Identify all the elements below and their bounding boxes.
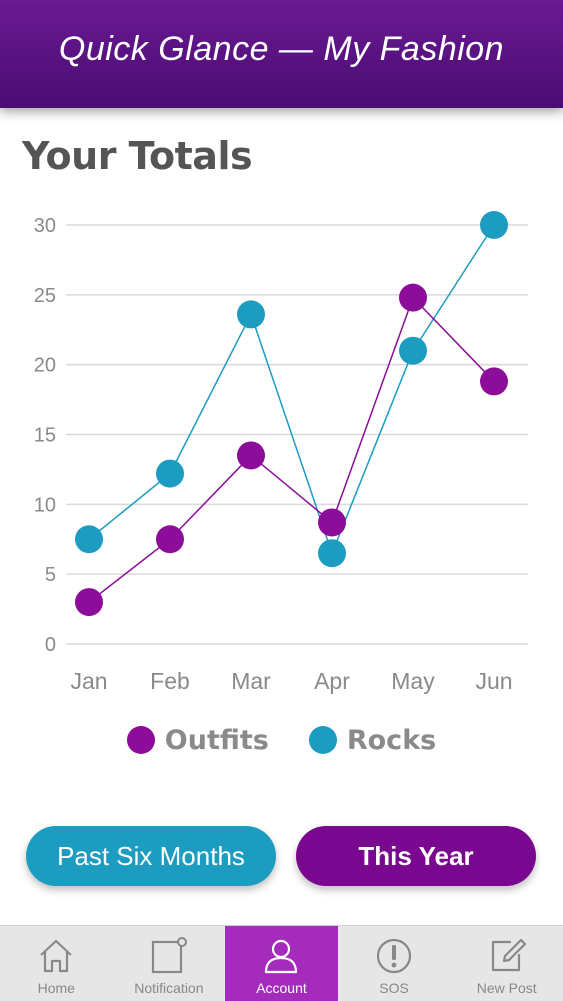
nav-item-sos[interactable]: SOS	[338, 926, 451, 1001]
notification-icon	[151, 937, 187, 974]
nav-label-home: Home	[37, 980, 75, 996]
x-tick-label: Apr	[314, 668, 350, 694]
nav-label-notification: Notification	[134, 980, 204, 996]
point-rocks-may	[399, 336, 427, 365]
nav-label-sos: SOS	[379, 980, 409, 996]
y-tick-label: 5	[45, 564, 56, 586]
this-year-button[interactable]: This Year	[296, 826, 536, 886]
nav-item-account[interactable]: Account	[225, 926, 338, 1001]
y-tick-label: 25	[34, 285, 56, 307]
x-tick-label: Mar	[231, 668, 271, 694]
point-outfits-mar	[237, 441, 265, 470]
nav-item-notification[interactable]: Notification	[113, 926, 226, 1001]
chart-legend: Outfits Rocks	[0, 722, 563, 758]
x-tick-label: Jan	[70, 668, 107, 694]
point-outfits-jan	[75, 588, 103, 617]
x-tick-label: Feb	[150, 668, 190, 694]
home-icon	[40, 939, 73, 973]
y-tick-label: 10	[34, 494, 56, 516]
point-rocks-jun	[480, 211, 508, 239]
past-six-months-button[interactable]: Past Six Months	[26, 826, 276, 886]
nav-item-new-post[interactable]: New Post	[450, 926, 563, 1001]
section-title: Your Totals	[22, 134, 253, 178]
app-bar: Quick Glance — My Fashion	[0, 0, 563, 108]
nav-item-home[interactable]: Home	[0, 926, 113, 1001]
legend-outfits-marker	[126, 726, 155, 754]
y-tick-label: 20	[34, 355, 56, 377]
legend-rocks-label: Rocks	[346, 724, 437, 756]
sos-icon	[376, 938, 412, 974]
totals-line-chart: 0 5 10 15 20 25 30 Jan Feb Mar Apr May Jun	[34, 211, 528, 694]
nav-label-account: Account	[256, 980, 307, 996]
bottom-nav: Home Notification Account SOS New Post	[0, 925, 563, 1001]
series-line-rocks	[88, 224, 495, 556]
app-title: Quick Glance — My Fashion	[58, 29, 505, 68]
point-outfits-apr	[318, 508, 346, 537]
point-outfits-jun	[480, 367, 508, 396]
point-outfits-may	[399, 283, 427, 312]
nav-label-new-post: New Post	[476, 980, 537, 996]
y-tick-label: 30	[34, 215, 56, 237]
x-tick-label: Jun	[475, 668, 512, 694]
y-tick-label: 0	[45, 634, 56, 656]
series-line-outfits	[88, 296, 495, 603]
new-post-icon	[491, 938, 526, 972]
point-rocks-feb	[156, 459, 184, 488]
legend-item-outfits[interactable]: Outfits	[126, 724, 269, 756]
point-rocks-jan	[75, 525, 103, 554]
y-tick-label: 15	[34, 425, 56, 447]
point-rocks-apr	[318, 539, 346, 568]
account-icon	[265, 939, 298, 974]
legend-item-rocks[interactable]: Rocks	[308, 724, 437, 756]
point-rocks-mar	[237, 300, 265, 329]
legend-outfits-label: Outfits	[164, 724, 269, 756]
x-tick-label: May	[391, 668, 435, 694]
legend-rocks-marker	[308, 726, 337, 754]
point-outfits-feb	[156, 525, 184, 554]
